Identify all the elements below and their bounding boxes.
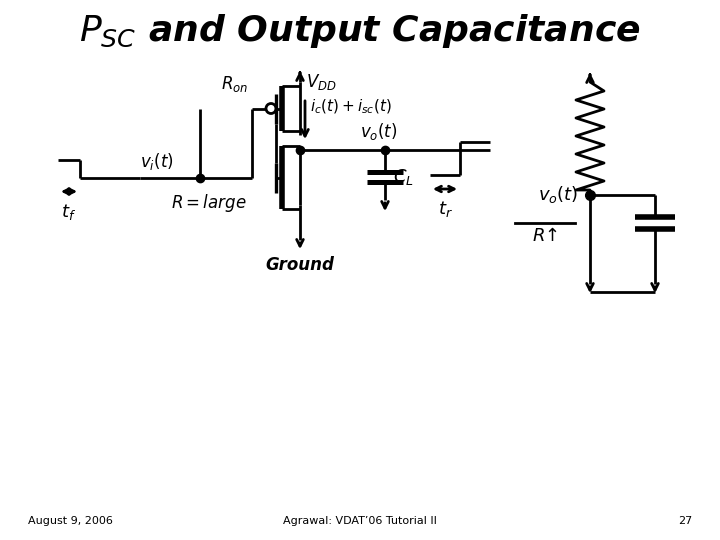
Text: $t_r$: $t_r$ [438, 199, 452, 219]
Text: $v_o(t)$: $v_o(t)$ [538, 184, 578, 205]
Text: $C_L$: $C_L$ [393, 167, 414, 187]
Text: 27: 27 [678, 516, 692, 526]
Text: $P_{SC}$ and Output Capacitance: $P_{SC}$ and Output Capacitance [79, 12, 641, 50]
Text: $i_c(t)+i_{sc}(t)$: $i_c(t)+i_{sc}(t)$ [310, 98, 392, 117]
Text: $v_i(t)$: $v_i(t)$ [140, 151, 174, 172]
Text: $R↑$: $R↑$ [532, 227, 558, 245]
Text: $R=large$: $R=large$ [171, 192, 247, 214]
Text: $v_o(t)$: $v_o(t)$ [360, 121, 397, 142]
Text: $t_f$: $t_f$ [61, 201, 76, 221]
Text: Agrawal: VDAT’06 Tutorial II: Agrawal: VDAT’06 Tutorial II [283, 516, 437, 526]
Text: August 9, 2006: August 9, 2006 [28, 516, 113, 526]
Text: $V_{DD}$: $V_{DD}$ [306, 72, 337, 92]
Text: Ground: Ground [266, 256, 334, 274]
Text: $R_{on}$: $R_{on}$ [221, 75, 248, 94]
